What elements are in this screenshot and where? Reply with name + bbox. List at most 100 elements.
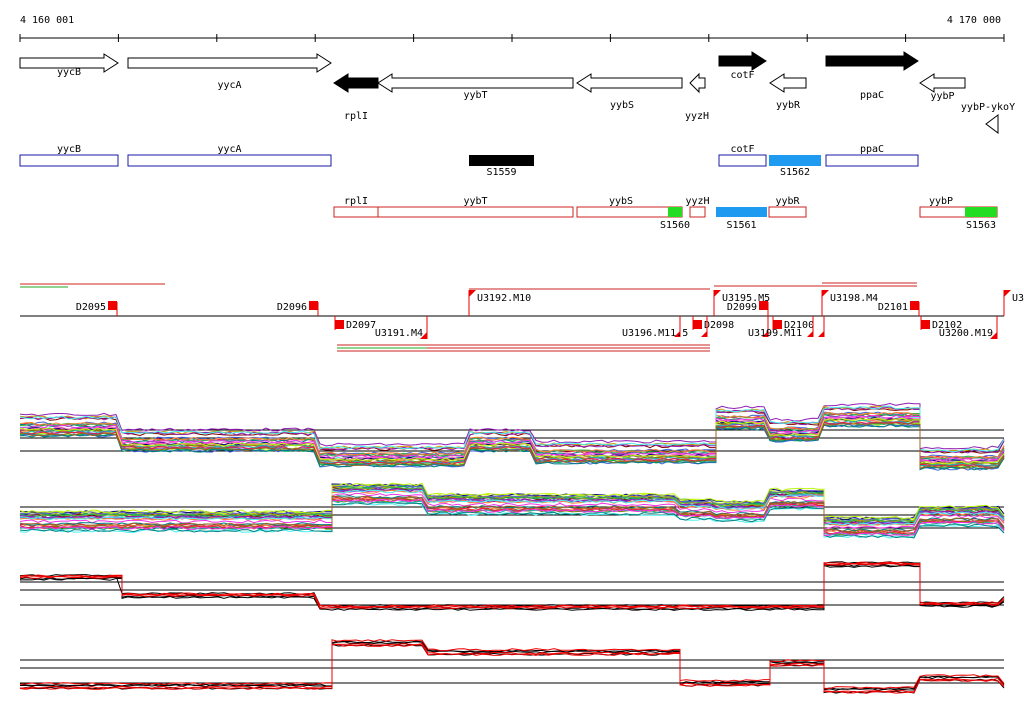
- profile-line: [19, 497, 1005, 535]
- plus-strand-track: yycB yycA cotF ppaC S1559 S1562: [19, 144, 919, 178]
- minus-transcript-box: [576, 206, 683, 218]
- minus-segment-label: S1560: [660, 220, 690, 231]
- profile-line: [20, 641, 1005, 691]
- plus-segment-s1559: [469, 155, 534, 166]
- profile-line: [19, 414, 1005, 462]
- profile-line: [19, 483, 1005, 521]
- upshift-flag-u3191.m4: [420, 332, 427, 339]
- gene-label-yyca: yycA: [217, 80, 241, 91]
- profile-line: [19, 489, 1005, 527]
- plus-transcript-label: yycA: [217, 144, 241, 155]
- plus-transcript-label: cotF: [730, 144, 754, 155]
- gene-arrow-yycb: [19, 53, 119, 73]
- profile-line: [19, 564, 1005, 611]
- downshift-marker-d2095: [108, 301, 117, 310]
- upshift-flag-u3198.m4: [822, 290, 829, 297]
- upshift-label: U3200.M19: [939, 328, 993, 339]
- axis-end-label: 4 170 000: [947, 15, 1001, 26]
- plus-segment-s1562: [769, 155, 821, 166]
- upshift-flag: [762, 331, 768, 337]
- upshift-flag: [807, 331, 813, 337]
- upshift-flag: [818, 331, 824, 337]
- downshift-marker-d2096: [309, 301, 318, 310]
- gene-arrow-yybs: [576, 73, 683, 93]
- overlap-label: U3196.M11.5: [622, 328, 688, 339]
- gene-arrow-yyca: [127, 53, 332, 73]
- gene-label-cotf: cotF: [730, 70, 754, 81]
- gene-arrow-yybp-ykoy: [985, 114, 999, 134]
- profile-line: [19, 484, 1005, 521]
- gene-arrow-rpli: [333, 73, 379, 93]
- downshift-label: D2097: [346, 320, 376, 331]
- profile-panel-minus-tiling: [19, 482, 1005, 539]
- minus-transcript-label: yybS: [609, 196, 633, 207]
- profile-line: [19, 563, 1005, 610]
- profile-line: [19, 501, 1005, 539]
- minus-transcript-box: [333, 206, 379, 218]
- profile-line: [19, 562, 1005, 609]
- minus-transcript-label: yybP: [929, 196, 953, 207]
- plus-transcript-label: yycB: [57, 144, 81, 155]
- profile-line: [19, 421, 1005, 468]
- downshift-marker-d2098: [693, 320, 702, 329]
- profile-panel-minus-rnaseq: [19, 639, 1005, 694]
- expression-profiles: [19, 402, 1005, 694]
- minus-transcript-label: yybT: [463, 196, 487, 207]
- plus-transcript-box: [718, 154, 767, 167]
- downshift-marker-d2099: [759, 301, 768, 310]
- plus-segment-label: S1562: [780, 167, 810, 178]
- minus-transcript-label: rplI: [344, 196, 368, 207]
- profile-line: [19, 499, 1005, 536]
- profile-line: [19, 411, 1005, 459]
- gene-annotation-track: yycB yycA rplI yybT yybS yyzH cotF yybR ppaC yybP…: [19, 51, 1015, 134]
- downshift-label: D2098: [704, 320, 734, 331]
- profile-line: [19, 482, 1005, 520]
- profile-panel-plus-rnaseq: [19, 561, 1005, 611]
- gene-label-yybp-ykoy: yybP-ykoY: [961, 102, 1015, 113]
- profile-line: [19, 642, 1005, 693]
- profile-line: [19, 495, 1005, 533]
- profile-panel-plus-tiling: [19, 402, 1005, 471]
- upshift-label: U3191.M4: [375, 328, 423, 339]
- minus-segment-label: S1563: [966, 220, 996, 231]
- upshift-label: U3192.M10: [477, 293, 531, 304]
- profile-line: [20, 422, 1005, 469]
- gene-arrow-ppac: [825, 51, 919, 71]
- profile-line: [19, 639, 1005, 689]
- gene-label-yyzh: yyzH: [685, 111, 709, 122]
- profile-line: [19, 405, 1005, 453]
- minus-strand-track: rplI yybT yybS yyzH yybR yybP S1560 S1561 S1563: [333, 196, 998, 231]
- profile-line: [19, 563, 1005, 610]
- downshift-marker-d2100: [773, 320, 782, 329]
- gene-arrow-cotf: [718, 51, 767, 71]
- gene-label-ppac: ppaC: [860, 90, 884, 101]
- plus-transcript-box: [19, 154, 119, 167]
- profile-line: [19, 486, 1005, 524]
- upshift-flag-u3192.m10: [469, 290, 476, 297]
- downshift-label: D2095: [76, 302, 106, 313]
- downshift-label: D2101: [878, 302, 908, 313]
- downshift-label: D2096: [277, 302, 307, 313]
- profile-line: [19, 561, 1005, 607]
- minus-segment-s1560: [668, 207, 682, 217]
- profile-line: [19, 561, 1005, 608]
- gene-label-yybr: yybR: [776, 100, 801, 111]
- profile-line: [19, 488, 1005, 526]
- upshift-flag-u3200.m19: [990, 332, 997, 339]
- upshift-flag-u3: [1004, 290, 1011, 297]
- axis-start-label: 4 160 001: [20, 15, 74, 26]
- minus-transcript-label: yybR: [775, 196, 800, 207]
- plus-transcript-box: [825, 154, 919, 167]
- shift-track: D2095 D2096 D2099 D2101 D2097 D2098 D2100 D2102…: [20, 282, 1024, 352]
- profile-line: [19, 402, 1005, 450]
- gene-arrow-yybt: [377, 73, 574, 93]
- profile-line: [19, 406, 1005, 454]
- upshift-flag: [674, 331, 680, 337]
- axis-ticks: [19, 34, 1005, 42]
- upshift-label: U3195.M5: [722, 293, 770, 304]
- plus-segment-label: S1559: [486, 167, 516, 178]
- minus-transcript-box: [768, 206, 807, 218]
- minus-segment-label: S1561: [726, 220, 756, 231]
